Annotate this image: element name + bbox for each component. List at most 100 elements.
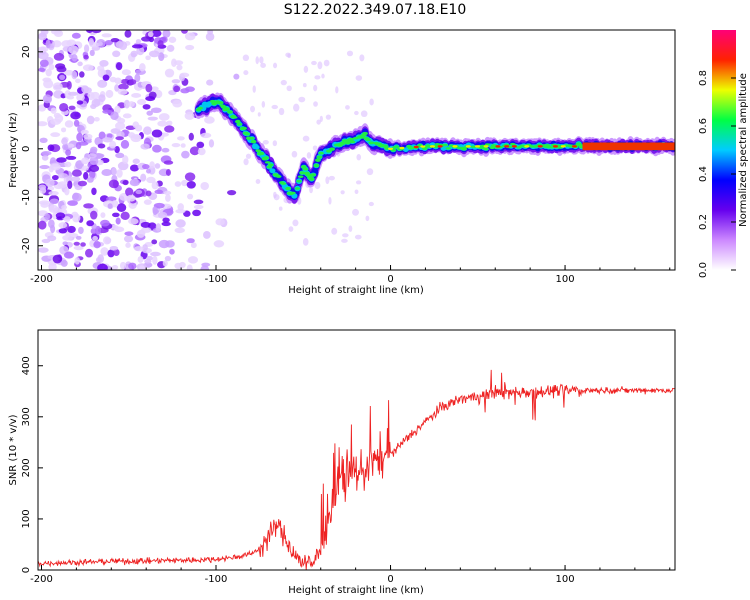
spectrogram-noise-blob: [345, 105, 350, 110]
spectrogram-noise-blob: [355, 180, 362, 185]
spectrogram-y-tick-label: -20: [21, 238, 32, 254]
spectrogram-noise-blob: [164, 68, 175, 78]
spectrogram-noise-blob: [354, 189, 359, 195]
spectrogram-ridge-core: [511, 145, 517, 148]
spectrogram-noise-blob: [39, 59, 49, 67]
colorbar-tick-label: 0.2: [698, 214, 709, 230]
spectrogram-noise-blob: [152, 206, 158, 216]
spectrogram-noise-blob: [59, 103, 69, 112]
spectrogram-ridge-blob: [421, 147, 428, 151]
spectrogram-noise-blob: [250, 105, 255, 113]
spectrogram-noise-blob: [319, 115, 323, 123]
spectrogram-noise-blob: [136, 230, 145, 238]
spectrogram-noise-blob: [45, 39, 51, 49]
spectrogram-noise-blob: [52, 212, 58, 220]
spectrogram-noise-blob: [104, 39, 113, 46]
spectrogram-noise-blob: [303, 65, 309, 73]
spectrogram-noise-blob: [80, 242, 86, 247]
spectrogram-noise-blob: [67, 180, 73, 189]
spectrogram-noise-blob: [111, 167, 117, 176]
spectrogram-noise-blob: [162, 260, 168, 267]
spectrogram-noise-blob: [101, 33, 112, 38]
spectrogram-noise-blob: [140, 221, 151, 228]
spectrogram-noise-blob: [63, 69, 74, 76]
spectrogram-noise-blob: [348, 225, 353, 232]
spectrogram-noise-blob: [314, 181, 321, 190]
spectrogram-x-tick-label: -100: [205, 274, 228, 285]
spectrogram-noise-blob: [48, 219, 55, 229]
spectrogram-noise-blob: [72, 213, 81, 223]
spectrogram-noise-blob: [93, 241, 101, 249]
spectrogram-ridge-blob: [340, 141, 346, 145]
spectrogram-noise-blob: [129, 164, 140, 172]
spectrogram-noise-blob: [67, 200, 78, 206]
spectrogram-ridge-blob: [197, 106, 203, 110]
spectrogram-noise-blob: [173, 60, 184, 66]
spectrogram-noise-blob: [128, 262, 137, 270]
spectrogram-noise-blob: [286, 85, 292, 92]
spectrogram-noise-blob: [102, 109, 113, 114]
spectrogram-noise-blob: [114, 84, 120, 92]
spectrogram-noise-blob: [50, 118, 62, 125]
spectrogram-noise-blob: [352, 208, 359, 216]
spectrogram-y-tick-label: 10: [21, 94, 32, 107]
spectrogram-noise-blob: [356, 154, 362, 161]
spectrogram-noise-blob: [152, 255, 158, 265]
spectrogram-noise-blob: [48, 63, 55, 71]
spectrogram-ridge-blob: [266, 165, 273, 169]
spectrogram-noise-blob: [120, 139, 130, 149]
spectrogram-ridge-core: [465, 145, 471, 148]
snr-panel: -200 -100 0 100 0 100 200 300 400 Height of str…: [8, 329, 676, 596]
spectrogram-noise-blob: [179, 72, 190, 78]
spectrogram-noise-blob: [145, 83, 153, 93]
spectrogram-noise-blob: [142, 163, 150, 170]
spectrogram-noise-blob: [355, 75, 363, 81]
spectrogram-noise-blob: [106, 133, 113, 139]
spectrogram-noise-blob: [278, 107, 285, 116]
spectrogram-noise-blob: [67, 91, 79, 96]
spectrogram-noise-blob: [154, 163, 161, 169]
spectrogram-noise-blob: [75, 235, 82, 240]
spectrogram-noise-blob: [89, 156, 99, 165]
spectrogram-ridge-blob: [461, 147, 467, 151]
spectrogram-noise-blob: [172, 99, 183, 108]
spectrogram-noise-blob: [74, 256, 81, 265]
spectrogram-noise-blob: [171, 142, 181, 148]
spectrogram-noise-blob: [45, 68, 52, 77]
spectrogram-noise-blob: [200, 181, 210, 191]
spectrogram-noise-blob: [131, 44, 143, 49]
spectrogram-noise-blob: [145, 96, 156, 102]
spectrogram-noise-blob: [116, 203, 127, 212]
spectrogram-ridge-blob: [223, 107, 230, 111]
spectrogram-noise-blob: [115, 62, 123, 71]
spectrogram-ridge-core: [504, 145, 510, 148]
spectrogram-noise-blob: [359, 54, 365, 62]
spectrogram-noise-blob: [111, 265, 119, 270]
spectrogram-noise-blob: [147, 31, 154, 38]
spectrogram-noise-blob: [81, 157, 90, 165]
spectrogram-noise-blob: [181, 30, 188, 34]
spectrogram-ridge-blob: [296, 179, 302, 183]
spectrogram-noise-blob: [165, 194, 171, 202]
spectrogram-noise-blob: [53, 52, 65, 61]
spectrogram-noise-blob: [188, 132, 194, 141]
spectrogram-noise-blob: [369, 98, 374, 106]
spectrogram-noise-blob: [205, 32, 215, 41]
spectrogram-noise-blob: [50, 163, 61, 171]
spectrogram-ridge-core: [495, 145, 501, 148]
spectrogram-ridge-core: [420, 145, 426, 148]
spectrogram-noise-blob: [173, 85, 181, 93]
spectrogram-noise-blob: [64, 161, 72, 168]
spectrogram-ridge-blob: [533, 145, 540, 148]
spectrogram-noise-blob: [288, 226, 294, 232]
spectrogram-noise-blob: [48, 204, 59, 213]
snr-y-tick-label: 0: [21, 567, 32, 573]
spectrogram-noise-blob: [354, 234, 362, 240]
spectrogram-noise-blob: [97, 263, 108, 270]
spectrogram-noise-blob: [135, 189, 143, 195]
spectrogram-noise-blob: [184, 111, 195, 120]
spectrogram-noise-blob: [309, 186, 313, 194]
spectrogram-noise-blob: [158, 113, 170, 121]
spectrogram-noise-blob: [252, 85, 256, 93]
snr-x-axis-label: Height of straight line (km): [288, 585, 424, 596]
